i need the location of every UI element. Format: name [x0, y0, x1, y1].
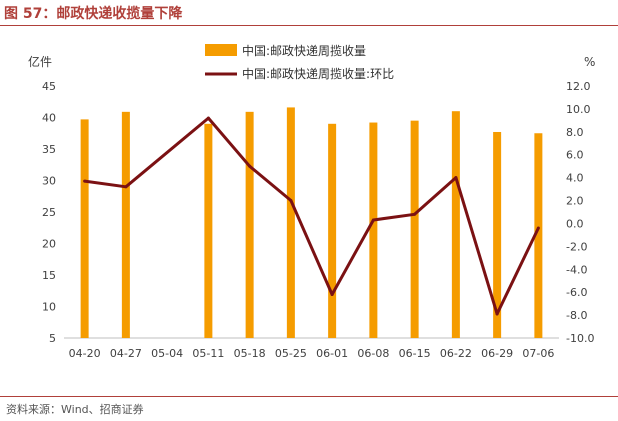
chart-axes: 5 10 15 20 25 30 35 40 45 -10.0 -8.0 -6.0 -4.0 -2.0 0.…	[28, 54, 595, 360]
source-note: 资料来源：Wind、招商证券	[6, 403, 144, 416]
x-tick-label: 04-20	[69, 347, 101, 360]
line-path	[84, 116, 540, 316]
y-right-tick-label: 8.0	[566, 126, 584, 139]
title-divider	[0, 25, 618, 26]
x-tick-label: 06-15	[399, 347, 431, 360]
line-point	[289, 199, 293, 203]
y-right-tick-label: 10.0	[566, 103, 591, 116]
line-point	[413, 212, 417, 216]
bar	[369, 122, 378, 338]
x-tick-label: 07-06	[522, 347, 554, 360]
y-left-tick-label: 25	[42, 206, 56, 219]
x-tick-label: 06-29	[481, 347, 513, 360]
y-left-unit-label: 亿件	[28, 54, 52, 69]
bar	[245, 111, 254, 338]
bar	[534, 133, 543, 338]
bar	[121, 111, 130, 338]
y-right-tick-label: 12.0	[566, 80, 591, 93]
line-point	[83, 179, 87, 183]
x-tick-label: 06-22	[440, 347, 472, 360]
x-tick-label: 04-27	[110, 347, 142, 360]
bar	[286, 107, 295, 338]
line-series	[83, 116, 540, 316]
y-left-tick-label: 30	[42, 175, 56, 188]
y-right-tick-label: 6.0	[566, 149, 584, 162]
y-left-tick-label: 40	[42, 112, 56, 125]
y-left-tick-label: 10	[42, 301, 56, 314]
source-divider	[0, 396, 618, 397]
bar	[328, 123, 337, 338]
line-point	[495, 312, 499, 316]
legend-label-line: 中国:邮政快递周揽收量:环比	[242, 66, 394, 81]
chart: 5 10 15 20 25 30 35 40 45 -10.0 -8.0 -6.0 -4.0 -2.0 0.…	[28, 43, 595, 360]
bar	[80, 119, 89, 338]
y-right-tick-label: -6.0	[566, 286, 587, 299]
line-point	[124, 185, 128, 189]
x-tick-label: 05-25	[275, 347, 307, 360]
bar	[493, 131, 502, 338]
line-point	[536, 226, 540, 230]
y-right-tick-label: -2.0	[566, 240, 587, 253]
line-point	[330, 292, 334, 296]
y-left-tick-label: 20	[42, 238, 56, 251]
y-right-tick-label: 4.0	[566, 172, 584, 185]
line-point	[454, 176, 458, 180]
y-right-tick-label: -10.0	[566, 332, 594, 345]
y-left-tick-label: 5	[49, 332, 56, 345]
x-tick-label: 05-18	[234, 347, 266, 360]
bar	[451, 111, 460, 338]
x-tick-label: 05-11	[192, 347, 224, 360]
y-left-tick-label: 45	[42, 80, 56, 93]
y-right-unit-label: %	[584, 55, 595, 69]
x-tick-label: 05-04	[151, 347, 183, 360]
line-point	[248, 164, 252, 168]
line-point	[206, 116, 210, 120]
x-tick-label: 06-01	[316, 347, 348, 360]
legend-swatch-bar	[205, 44, 237, 56]
bar	[204, 123, 213, 338]
y-right-tick-label: 0.0	[566, 217, 584, 230]
y-right-tick-label: -4.0	[566, 263, 587, 276]
bar	[410, 120, 419, 339]
y-left-tick-label: 15	[42, 269, 56, 282]
bar-series	[80, 107, 543, 339]
title-bar: 图 57：邮政快递收揽量下降	[0, 0, 618, 26]
line-point	[371, 218, 375, 222]
legend-label-bar: 中国:邮政快递周揽收量	[242, 43, 366, 58]
figure-title: 图 57：邮政快递收揽量下降	[4, 6, 183, 22]
y-right-tick-label: -8.0	[566, 309, 587, 322]
y-left-tick-label: 35	[42, 143, 56, 156]
x-tick-label: 06-08	[357, 347, 389, 360]
y-right-tick-label: 2.0	[566, 195, 584, 208]
